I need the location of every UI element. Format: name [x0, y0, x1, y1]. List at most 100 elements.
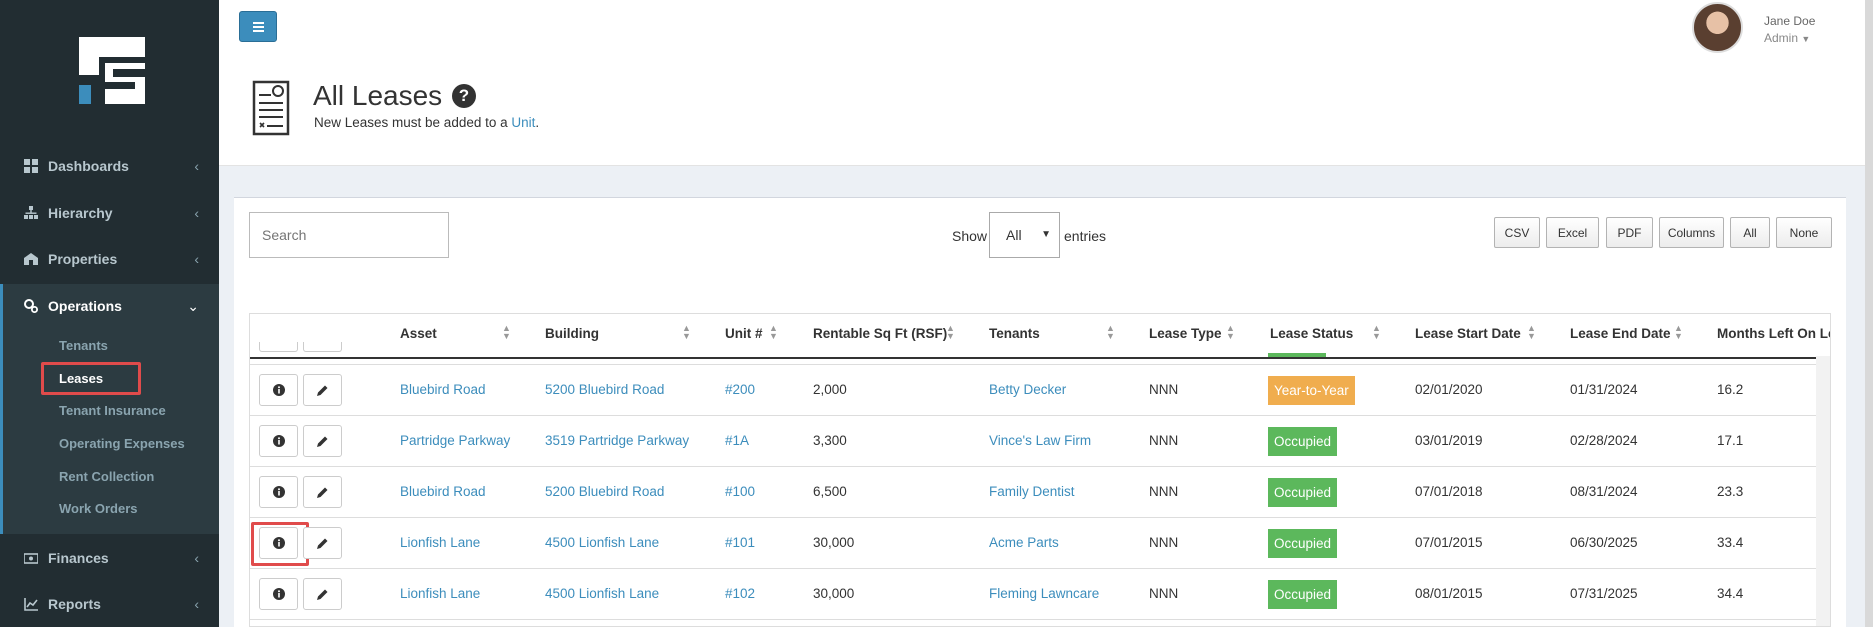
- unit-link[interactable]: #100: [725, 484, 756, 499]
- info-button[interactable]: [259, 374, 298, 406]
- lease-type: NNN: [1149, 433, 1179, 448]
- table-scrollbar[interactable]: [1816, 356, 1830, 626]
- asset-link[interactable]: Lionfish Lane: [400, 535, 481, 550]
- page-title: All Leases: [313, 80, 443, 111]
- nav-label: Hierarchy: [48, 205, 113, 221]
- tenant-link[interactable]: Family Dentist: [989, 484, 1075, 499]
- unit-link[interactable]: Unit: [511, 115, 536, 130]
- info-button[interactable]: [259, 527, 298, 559]
- table-row: Lionfish Lane 4500 Lionfish Lane #101 30…: [250, 518, 1830, 569]
- sidebar-item-leases[interactable]: Leases: [59, 371, 104, 386]
- rsf-value: 6,500: [813, 484, 847, 499]
- page-header: All Leases ? New Leases must be added to…: [219, 56, 1865, 166]
- tenant-link[interactable]: Betty Decker: [989, 382, 1067, 397]
- asset-link[interactable]: Partridge Parkway: [400, 433, 511, 448]
- nav-reports[interactable]: Reports ‹: [0, 582, 219, 626]
- sort-icon[interactable]: ▲ ▼: [1226, 323, 1235, 341]
- col-building[interactable]: Building: [545, 326, 599, 341]
- entries-label: entries: [1064, 228, 1107, 244]
- sort-icon[interactable]: ▲ ▼: [946, 323, 955, 341]
- unit-link[interactable]: #101: [725, 535, 756, 550]
- page-scrollbar[interactable]: [1865, 0, 1873, 627]
- building-link[interactable]: 5200 Bluebird Road: [545, 382, 665, 397]
- sidebar-item-work-orders[interactable]: Work Orders: [59, 501, 138, 516]
- lease-start: 08/01/2015: [1415, 586, 1483, 601]
- sort-icon[interactable]: ▲ ▼: [682, 323, 691, 341]
- user-role-dropdown[interactable]: Admin ▼: [1764, 31, 1810, 45]
- tenant-link[interactable]: Vince's Law Firm: [989, 433, 1092, 448]
- entries-select[interactable]: All ▼: [989, 212, 1060, 258]
- sort-icon[interactable]: ▲ ▼: [502, 323, 511, 341]
- edit-button[interactable]: [303, 374, 342, 406]
- building-link[interactable]: 5200 Bluebird Road: [545, 484, 665, 499]
- info-button[interactable]: [259, 425, 298, 457]
- tenant-link[interactable]: Acme Parts: [989, 535, 1059, 550]
- lease-start: 02/01/2020: [1415, 382, 1483, 397]
- nav-finances[interactable]: Finances ‹: [0, 536, 219, 580]
- help-icon[interactable]: ?: [452, 84, 476, 108]
- info-button[interactable]: [259, 578, 298, 610]
- asset-link[interactable]: Bluebird Road: [400, 484, 486, 499]
- menu-toggle-button[interactable]: [239, 11, 277, 42]
- operations-section: [0, 284, 219, 534]
- col-lease-type[interactable]: Lease Type: [1149, 326, 1222, 341]
- edit-button[interactable]: [303, 578, 342, 610]
- search-input[interactable]: [249, 212, 449, 258]
- select-none-button[interactable]: None: [1776, 217, 1832, 248]
- building-link[interactable]: 4500 Lionfish Lane: [545, 535, 660, 550]
- csv-button[interactable]: CSV: [1494, 217, 1540, 248]
- nav-operations[interactable]: Operations ⌄: [0, 284, 219, 328]
- col-months-left[interactable]: Months Left On Le: [1717, 326, 1831, 341]
- asset-link[interactable]: Bluebird Road: [400, 382, 486, 397]
- tenant-link[interactable]: Fleming Lawncare: [989, 586, 1100, 601]
- building-link[interactable]: 4500 Lionfish Lane: [545, 586, 660, 601]
- sidebar-item-tenant-insurance[interactable]: Tenant Insurance: [59, 403, 166, 418]
- col-tenants[interactable]: Tenants: [989, 326, 1040, 341]
- col-lease-start[interactable]: Lease Start Date: [1415, 326, 1521, 341]
- col-asset[interactable]: Asset: [400, 326, 437, 341]
- nav-label: Finances: [48, 550, 109, 566]
- sort-icon[interactable]: ▲ ▼: [1674, 323, 1683, 341]
- edit-button[interactable]: [303, 342, 342, 352]
- col-unit[interactable]: Unit #: [725, 326, 763, 341]
- nav-dashboards[interactable]: Dashboards ‹: [0, 144, 219, 188]
- page-subtitle: New Leases must be added to a Unit.: [314, 115, 539, 130]
- info-icon: [272, 435, 285, 447]
- sidebar-item-rent-collection[interactable]: Rent Collection: [59, 469, 155, 484]
- select-all-button[interactable]: All: [1730, 217, 1770, 248]
- table-row-partial: [250, 314, 1830, 365]
- nav-label: Operations: [48, 298, 122, 314]
- nav-hierarchy[interactable]: Hierarchy ‹: [0, 191, 219, 235]
- unit-link[interactable]: #1A: [725, 433, 750, 448]
- col-lease-status[interactable]: Lease Status: [1270, 326, 1354, 341]
- sort-icon[interactable]: ▲ ▼: [1527, 323, 1536, 341]
- sort-icon[interactable]: ▲ ▼: [769, 323, 778, 341]
- edit-button[interactable]: [303, 425, 342, 457]
- edit-button[interactable]: [303, 527, 342, 559]
- pencil-icon: [317, 436, 328, 447]
- line-chart-icon: [24, 598, 38, 611]
- avatar[interactable]: [1692, 2, 1743, 53]
- sidebar-item-tenants[interactable]: Tenants: [59, 338, 108, 353]
- col-rsf[interactable]: Rentable Sq Ft (RSF): [813, 326, 948, 341]
- status-badge: Occupied: [1268, 580, 1338, 609]
- pdf-button[interactable]: PDF: [1606, 217, 1653, 248]
- chevron-left-icon: ‹: [194, 596, 199, 612]
- sort-icon[interactable]: ▲ ▼: [1106, 323, 1115, 341]
- user-role: Admin: [1764, 31, 1799, 45]
- unit-link[interactable]: #200: [725, 382, 756, 397]
- info-button[interactable]: [259, 342, 298, 352]
- sidebar-item-operating-expenses[interactable]: Operating Expenses: [59, 436, 185, 451]
- sort-icon[interactable]: ▲ ▼: [1372, 323, 1381, 341]
- lease-end: 02/28/2024: [1570, 433, 1638, 448]
- edit-button[interactable]: [303, 476, 342, 508]
- building-link[interactable]: 3519 Partridge Parkway: [545, 433, 690, 448]
- info-button[interactable]: [259, 476, 298, 508]
- nav-properties[interactable]: Properties ‹: [0, 237, 219, 281]
- unit-link[interactable]: #102: [725, 586, 756, 601]
- excel-button[interactable]: Excel: [1546, 217, 1599, 248]
- columns-button[interactable]: Columns: [1659, 217, 1724, 248]
- status-badge: Year-to-Year: [1268, 376, 1355, 405]
- asset-link[interactable]: Lionfish Lane: [400, 586, 481, 601]
- col-lease-end[interactable]: Lease End Date: [1570, 326, 1671, 341]
